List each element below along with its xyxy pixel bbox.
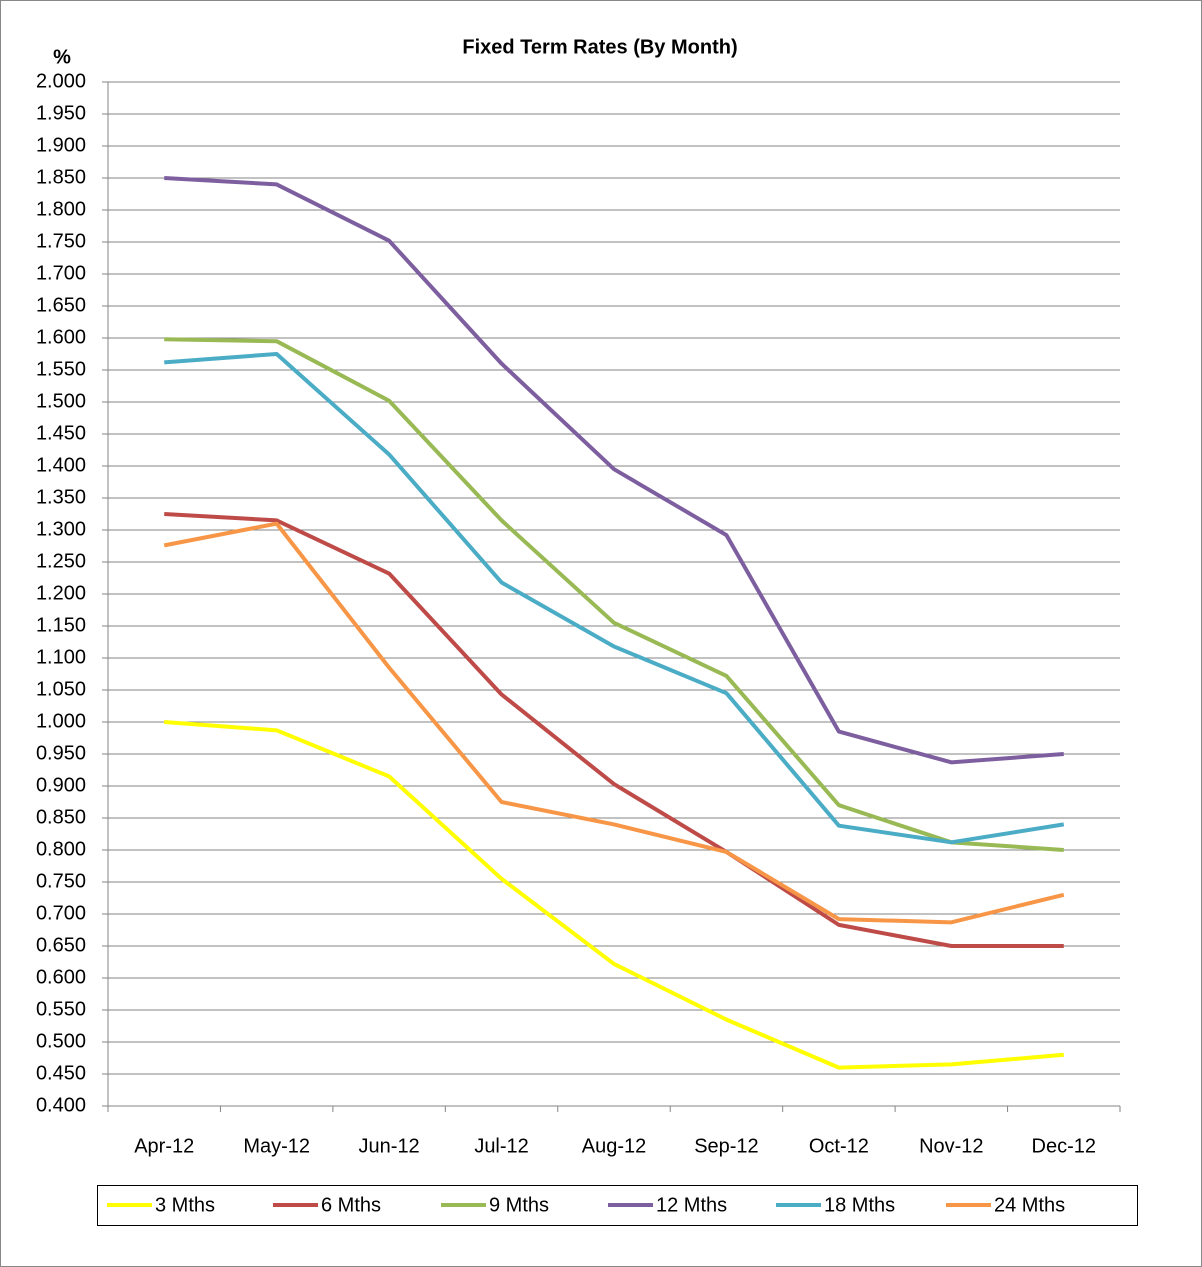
y-tick-label: 0.750 <box>36 870 86 892</box>
y-tick-label: 1.450 <box>36 422 86 444</box>
y-tick-label: 0.550 <box>36 998 86 1020</box>
y-tick-label: 1.350 <box>36 486 86 508</box>
y-tick-label: 1.700 <box>36 262 86 284</box>
legend-label: 9 Mths <box>489 1194 549 1216</box>
y-tick-label: 1.050 <box>36 678 86 700</box>
x-tick-label: May-12 <box>243 1135 310 1157</box>
series-line <box>164 512 1064 948</box>
y-tick-label: 0.400 <box>36 1094 86 1116</box>
x-tick-label: Dec-12 <box>1032 1135 1096 1157</box>
y-tick-label: 1.000 <box>36 710 86 732</box>
y-tick-label: 1.950 <box>36 102 86 124</box>
y-tick-label: 0.950 <box>36 742 86 764</box>
series-line <box>163 521 1065 925</box>
y-tick-label: 1.800 <box>36 198 86 220</box>
y-tick-label: 1.400 <box>36 454 86 476</box>
y-tick-label: 1.850 <box>36 166 86 188</box>
y-tick-label: 0.900 <box>36 774 86 796</box>
y-tick-label: 0.450 <box>36 1062 86 1084</box>
y-axis-label: % <box>53 46 71 68</box>
legend-label: 24 Mths <box>994 1194 1065 1216</box>
x-tick-label: Sep-12 <box>694 1135 759 1157</box>
legend-label: 3 Mths <box>155 1194 215 1216</box>
x-tick-label: Oct-12 <box>809 1135 869 1157</box>
y-tick-label: 0.650 <box>36 934 86 956</box>
x-tick-label: Jun-12 <box>359 1135 420 1157</box>
x-tick-label: Apr-12 <box>134 1135 194 1157</box>
y-tick-label: 1.150 <box>36 614 86 636</box>
legend-label: 12 Mths <box>656 1194 727 1216</box>
y-tick-label: 0.600 <box>36 966 86 988</box>
y-tick-label: 0.800 <box>36 838 86 860</box>
y-tick-label: 0.700 <box>36 902 86 924</box>
y-tick-label: 2.000 <box>36 70 86 92</box>
y-tick-label: 1.750 <box>36 230 86 252</box>
y-tick-label: 1.300 <box>36 518 86 540</box>
x-tick-label: Jul-12 <box>474 1135 528 1157</box>
x-tick-label: Nov-12 <box>919 1135 983 1157</box>
y-tick-label: 1.200 <box>36 582 86 604</box>
y-tick-label: 1.650 <box>36 294 86 316</box>
y-tick-label: 0.500 <box>36 1030 86 1052</box>
x-tick-label: Aug-12 <box>582 1135 647 1157</box>
y-tick-label: 1.250 <box>36 550 86 572</box>
y-tick-label: 1.100 <box>36 646 86 668</box>
series-line <box>164 176 1064 765</box>
series-line <box>164 337 1064 852</box>
y-tick-label: 1.900 <box>36 134 86 156</box>
series-line <box>164 352 1065 845</box>
legend-label: 18 Mths <box>824 1194 895 1216</box>
y-tick-label: 0.850 <box>36 806 86 828</box>
y-tick-label: 1.600 <box>36 326 86 348</box>
y-tick-label: 1.500 <box>36 390 86 412</box>
y-tick-label: 1.550 <box>36 358 86 380</box>
series-line <box>164 720 1064 1070</box>
legend-label: 6 Mths <box>321 1194 381 1216</box>
chart-title: Fixed Term Rates (By Month) <box>462 36 737 58</box>
